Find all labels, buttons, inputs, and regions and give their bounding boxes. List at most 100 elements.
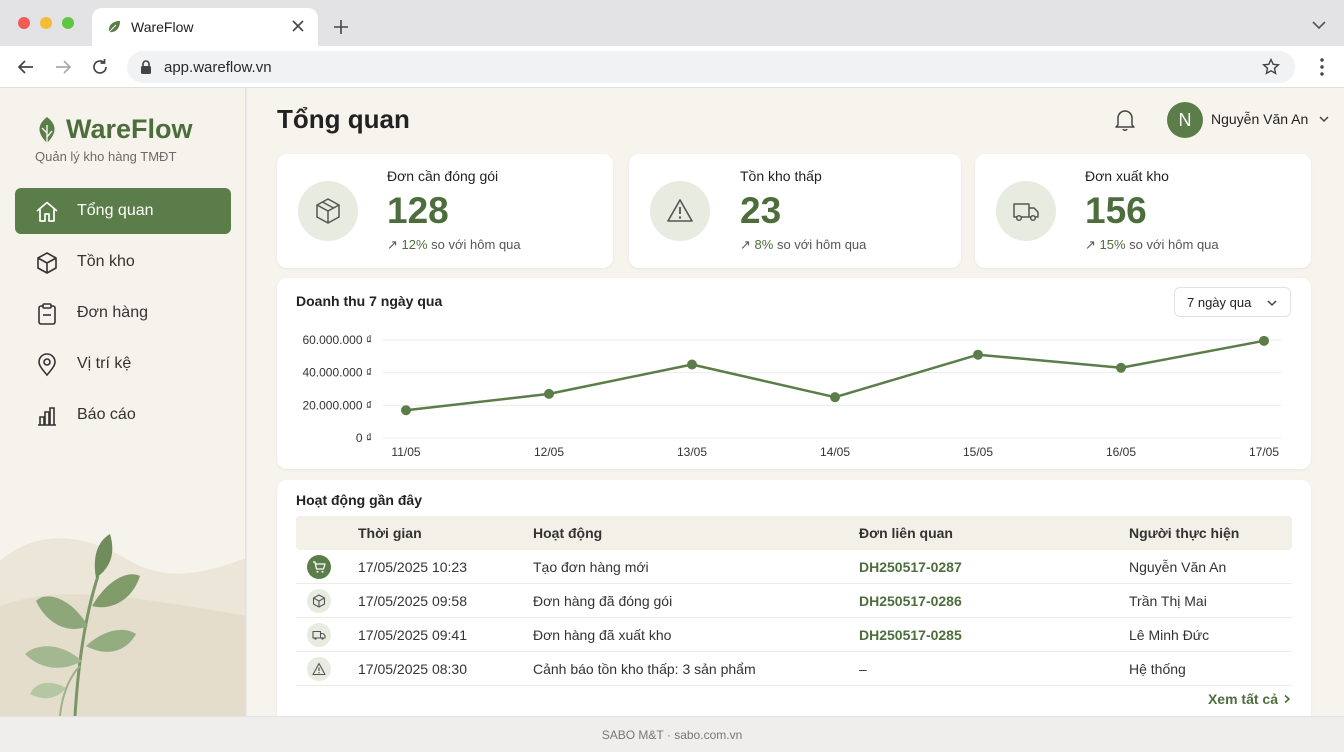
bar-chart-icon [38, 407, 56, 426]
revenue-chart-card: 0 ₫ 20.000.000 ₫ 40.000.000 ₫ 60.000.000 ₫ 1… [277, 278, 1311, 469]
warning-icon [667, 199, 693, 222]
sidebar-item-label: Vị trí kệ [77, 355, 132, 372]
browser-tab[interactable]: WareFlow [92, 8, 318, 46]
order-link[interactable]: DH250517-0285 [859, 627, 962, 643]
stat-icon [650, 181, 710, 241]
url-text: app.wareflow.vn [164, 59, 272, 76]
home-icon [36, 201, 58, 222]
column-header: Đơn liên quan [859, 525, 953, 541]
y-tick-label: 0 ₫ [356, 431, 372, 445]
stat-delta: ↗ 15% so với hôm qua [1085, 237, 1219, 252]
see-all-link[interactable]: Xem tất cả [1208, 691, 1292, 707]
stat-card-to-pack[interactable]: Đơn cần đóng gói 128 ↗ 12% so với hôm qu… [277, 154, 613, 268]
revenue-data-point [1259, 335, 1269, 346]
notification-bell-icon[interactable] [1113, 107, 1137, 133]
x-tick-label: 13/05 [677, 445, 707, 459]
recent-activity-card: Hoạt động gần đây Thời gian Hoạt động Đơ… [277, 480, 1311, 716]
table-row[interactable]: 17/05/2025 09:41 Đơn hàng đã xuất kho DH… [296, 618, 1292, 652]
stat-delta-pct: 8% [754, 237, 774, 252]
address-bar[interactable]: app.wareflow.vn [127, 51, 1295, 83]
sidebar-item-orders[interactable]: Đơn hàng [15, 290, 231, 336]
brand-tagline: Quản lý kho hàng TMĐT [35, 149, 177, 164]
x-tick-label: 15/05 [963, 445, 993, 459]
sidebar-item-reports[interactable]: Báo cáo [15, 392, 231, 438]
new-tab-icon[interactable] [330, 16, 352, 38]
warning-icon [312, 662, 326, 676]
row-icon [307, 657, 331, 681]
revenue-data-point [973, 349, 983, 360]
stat-title: Đơn cần đóng gói [387, 168, 499, 184]
chevron-down-icon[interactable] [1318, 114, 1330, 124]
table-header: Thời gian Hoạt động Đơn liên quan Người … [296, 516, 1292, 550]
avatar[interactable]: N [1167, 102, 1203, 138]
x-tick-label: 14/05 [820, 445, 850, 459]
table-row[interactable]: 17/05/2025 08:30 Cảnh báo tồn kho thấp: … [296, 652, 1292, 686]
sidebar-nav: Tổng quan Tồn kho Đơn hàng Vị trí kệ Báo… [15, 188, 231, 443]
browser-menu-icon[interactable] [1320, 58, 1324, 76]
chevron-right-icon [1284, 694, 1291, 704]
tab-title: WareFlow [131, 19, 194, 35]
activity-user: Nguyễn Văn An [1129, 559, 1227, 575]
x-tick-label: 16/05 [1106, 445, 1136, 459]
table-row[interactable]: 17/05/2025 10:23 Tạo đơn hàng mới DH2505… [296, 550, 1292, 584]
user-name[interactable]: Nguyễn Văn An [1211, 111, 1309, 127]
stat-delta-text: so với hôm qua [776, 237, 867, 252]
column-header: Thời gian [358, 525, 422, 541]
x-tick-label: 12/05 [534, 445, 564, 459]
chevron-down-icon[interactable] [1310, 18, 1328, 32]
order-link[interactable]: DH250517-0286 [859, 593, 962, 609]
revenue-data-point [1116, 362, 1126, 373]
sidebar-item-label: Đơn hàng [77, 304, 148, 321]
main-content: Tổng quan N Nguyễn Văn An Đơn cần đóng g… [247, 88, 1344, 716]
y-tick-label: 60.000.000 ₫ [302, 333, 372, 347]
activity-time: 17/05/2025 09:58 [358, 593, 467, 609]
revenue-data-point [830, 392, 840, 403]
column-header: Người thực hiện [1129, 525, 1240, 541]
stat-title: Tồn kho thấp [740, 168, 822, 184]
activity-action: Đơn hàng đã đóng gói [533, 593, 673, 609]
back-icon[interactable] [15, 56, 37, 78]
stat-value: 23 [740, 190, 782, 231]
close-window-button[interactable] [18, 17, 30, 29]
truck-icon [1013, 203, 1039, 222]
reload-icon[interactable] [89, 56, 111, 78]
stat-icon [996, 181, 1056, 241]
close-tab-icon[interactable] [288, 16, 308, 36]
order-link[interactable]: DH250517-0287 [859, 559, 962, 575]
chevron-down-icon [1267, 300, 1277, 307]
stat-card-low-stock[interactable]: Tồn kho thấp 23 ↗ 8% so với hôm qua [629, 154, 961, 268]
footer-text: SABO M&T · sabo.com.vn [601, 728, 743, 742]
browser-toolbar: app.wareflow.vn [0, 46, 1344, 88]
activity-action: Cảnh báo tồn kho thấp: 3 sản phẩm [533, 661, 756, 677]
app: WareFlow Quản lý kho hàng TMĐT Tổng quan… [0, 88, 1344, 716]
activity-action: Tạo đơn hàng mới [533, 559, 649, 575]
stat-card-shipped[interactable]: Đơn xuất kho 156 ↗ 15% so với hôm qua [975, 154, 1311, 268]
activity-action: Đơn hàng đã xuất kho [533, 627, 672, 643]
page-title: Tổng quan [277, 104, 410, 134]
date-range-select[interactable]: 7 ngày qua [1174, 287, 1291, 317]
stat-value: 128 [387, 190, 449, 231]
sidebar-item-label: Tổng quan [77, 202, 154, 219]
maximize-window-button[interactable] [62, 17, 74, 29]
bookmark-star-icon[interactable] [1261, 57, 1281, 77]
activity-time: 17/05/2025 08:30 [358, 661, 467, 677]
sidebar-item-shelf-location[interactable]: Vị trí kệ [15, 341, 231, 387]
activity-user: Trần Thị Mai [1129, 593, 1207, 609]
row-icon [307, 555, 331, 579]
minimize-window-button[interactable] [40, 17, 52, 29]
plant-illustration [0, 534, 245, 716]
x-tick-label: 17/05 [1249, 445, 1279, 459]
sidebar-item-overview[interactable]: Tổng quan [15, 188, 231, 234]
clipboard-icon [38, 303, 56, 325]
sidebar-item-inventory[interactable]: Tồn kho [15, 239, 231, 285]
forward-icon[interactable] [52, 56, 74, 78]
row-icon [307, 589, 331, 613]
stat-delta-text: so với hôm qua [431, 237, 521, 252]
revenue-data-point [544, 388, 554, 399]
footer: SABO M&T · sabo.com.vn [0, 716, 1344, 752]
browser-tab-bar: WareFlow [0, 0, 1344, 46]
stat-title: Đơn xuất kho [1085, 168, 1169, 184]
sidebar-item-label: Tồn kho [77, 253, 135, 270]
table-row[interactable]: 17/05/2025 09:58 Đơn hàng đã đóng gói DH… [296, 584, 1292, 618]
x-tick-label: 11/05 [391, 445, 420, 459]
